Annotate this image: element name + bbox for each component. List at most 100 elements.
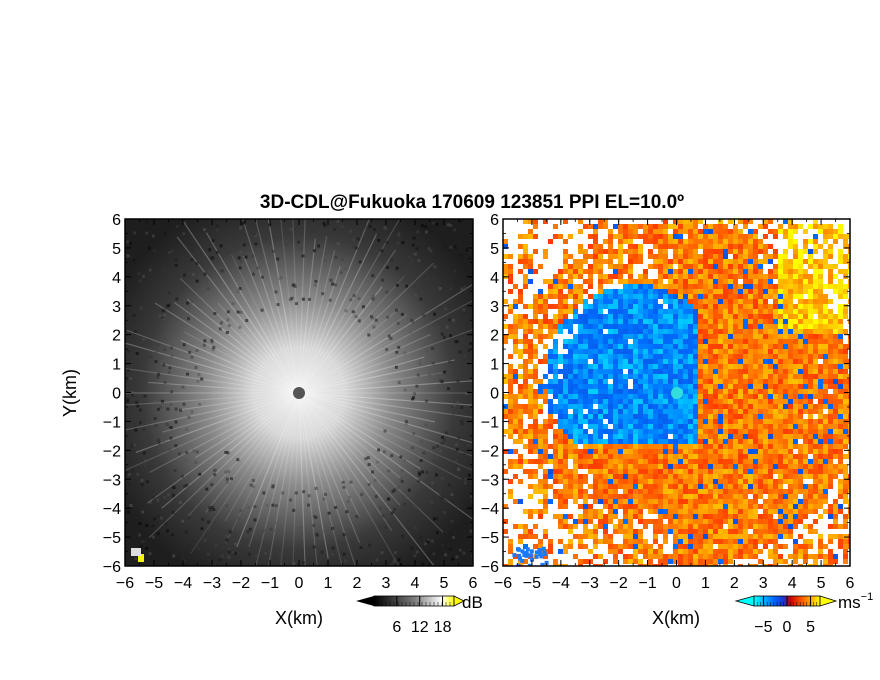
velocity-cell	[633, 229, 638, 234]
snr-noise-cell	[398, 237, 402, 241]
velocity-cell	[708, 294, 713, 299]
snr-ray	[125, 392, 300, 472]
velocity-cell	[648, 374, 653, 379]
snr-noise-cell	[336, 242, 340, 245]
velocity-cell	[508, 274, 513, 279]
velocity-cell	[758, 354, 763, 359]
velocity-cell	[728, 544, 733, 549]
velocity-cell	[833, 469, 838, 474]
velocity-cell	[583, 489, 588, 494]
snr-noise-cell	[169, 346, 173, 350]
velocity-cell	[793, 249, 798, 254]
velocity-cell	[833, 454, 838, 459]
velocity-cell	[808, 299, 813, 304]
velocity-cell	[803, 454, 808, 459]
velocity-cell	[728, 364, 733, 369]
velocity-cell	[668, 289, 673, 294]
velocity-cell	[673, 499, 678, 504]
velocity-cell	[683, 274, 688, 279]
snr-noise-cell	[269, 527, 273, 531]
velocity-cell	[798, 344, 803, 349]
velocity-cell	[838, 329, 843, 334]
velocity-cell	[653, 279, 658, 284]
velocity-cell	[563, 254, 568, 259]
velocity-cell	[723, 254, 728, 259]
velocity-cell	[843, 289, 848, 294]
velocity-cell	[808, 494, 813, 499]
velocity-cell	[588, 549, 593, 554]
velocity-cell	[763, 514, 768, 519]
velocity-cell	[753, 434, 758, 439]
velocity-cell	[603, 259, 608, 264]
velocity-cell	[743, 299, 748, 304]
velocity-cell	[573, 439, 578, 444]
snr-noise-cell	[197, 373, 201, 377]
snr-noise-cell	[212, 345, 216, 349]
velocity-cell	[833, 239, 838, 244]
velocity-cell	[623, 444, 628, 449]
velocity-cell	[528, 329, 533, 334]
velocity-cell	[683, 539, 688, 544]
velocity-cell	[678, 414, 683, 419]
snr-noise-cell	[389, 337, 393, 340]
velocity-cell	[783, 269, 788, 274]
velocity-cell	[558, 514, 563, 519]
velocity-cell	[688, 279, 693, 284]
velocity-cell	[693, 524, 698, 529]
velocity-cell	[668, 459, 673, 464]
snr-noise-cell	[236, 290, 240, 293]
velocity-cell	[828, 434, 833, 439]
snr-noise-cell	[439, 494, 443, 498]
velocity-cell	[608, 409, 613, 414]
velocity-cell	[768, 454, 773, 459]
velocity-cell	[688, 349, 693, 354]
velocity-cell	[848, 454, 850, 459]
snr-noise-cell	[148, 268, 152, 272]
velocity-cell	[638, 244, 643, 249]
velocity-cell	[758, 339, 763, 344]
snr-noise	[125, 219, 473, 566]
snr-noise-cell	[190, 410, 194, 414]
velocity-cell	[548, 354, 553, 359]
velocity-cell	[713, 254, 718, 259]
velocity-cell	[663, 354, 668, 359]
velocity-cell	[788, 324, 793, 329]
snr-noise-cell	[324, 492, 327, 496]
velocity-cell	[728, 399, 733, 404]
velocity-cell	[608, 399, 613, 404]
snr-noise-cell	[323, 259, 327, 262]
snr-noise-cell	[385, 290, 389, 294]
velocity-cell	[693, 219, 698, 224]
snr-noise-cell	[372, 325, 376, 329]
velocity-cell	[623, 449, 628, 454]
velocity-cell	[668, 559, 673, 564]
velocity-cell	[723, 429, 728, 434]
velocity-cell	[588, 454, 593, 459]
velocity-cell	[553, 454, 558, 459]
velocity-cell	[793, 479, 798, 484]
velocity-cell	[648, 264, 653, 269]
velocity-cell	[808, 259, 813, 264]
velocity-cell	[673, 369, 678, 374]
velocity-cell	[808, 419, 813, 424]
velocity-cell	[778, 269, 783, 274]
velocity-cell	[648, 549, 653, 554]
velocity-cell	[703, 469, 708, 474]
velocity-cell	[768, 229, 773, 234]
velocity-cell	[698, 239, 703, 244]
velocity-cell	[558, 329, 563, 334]
snr-noise-cell	[226, 451, 230, 455]
velocity-cell	[793, 379, 798, 384]
velocity-cell	[828, 539, 833, 544]
velocity-cell	[803, 559, 808, 564]
velocity-cell	[593, 349, 598, 354]
velocity-cell	[738, 389, 743, 394]
snr-noise-cell	[390, 511, 394, 515]
velocity-cell	[753, 524, 758, 529]
velocity-cell	[603, 319, 608, 324]
velocity-cell	[638, 444, 643, 449]
velocity-cell	[738, 314, 743, 319]
snr-noise-cell	[302, 561, 306, 565]
snr-noise-cell	[169, 436, 173, 440]
velocity-cell	[718, 424, 723, 429]
